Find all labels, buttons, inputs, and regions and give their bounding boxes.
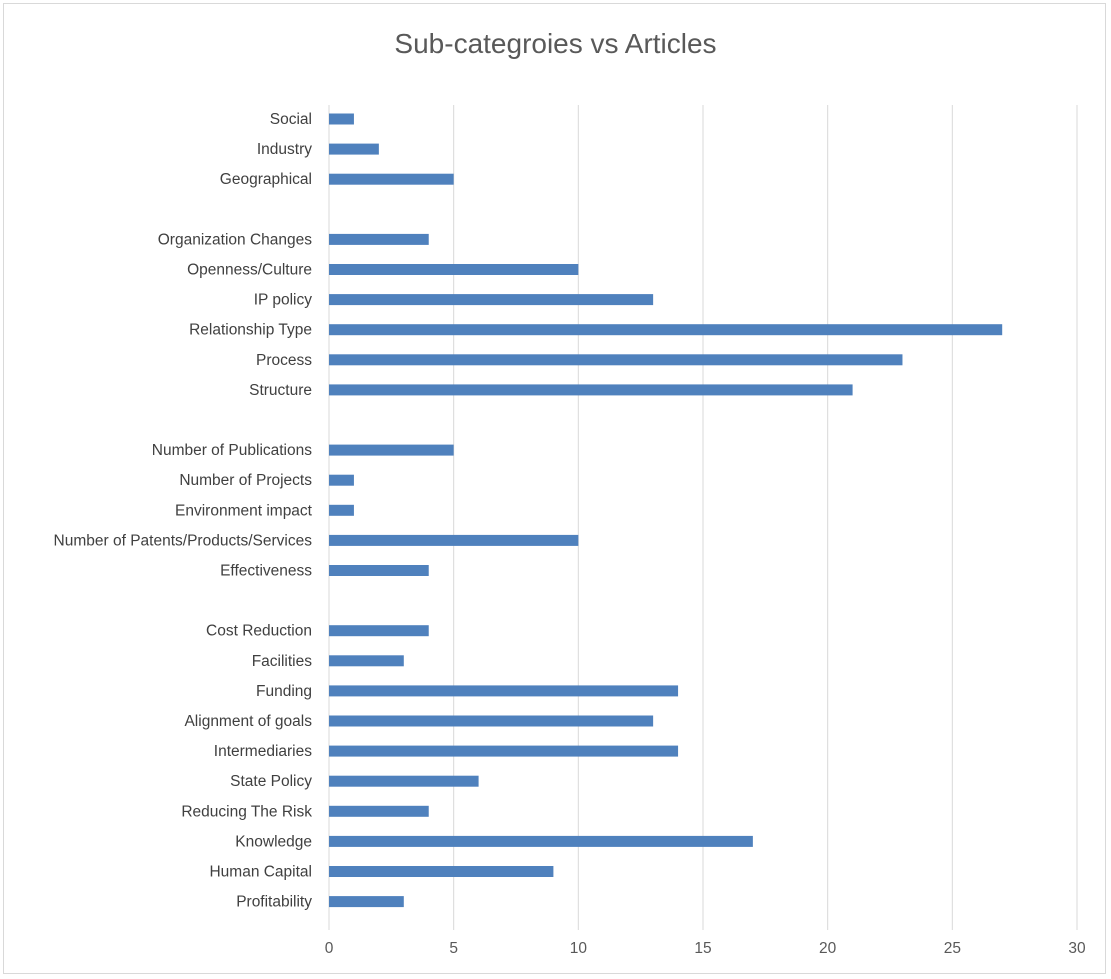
category-label: State Policy bbox=[230, 773, 312, 790]
category-label: Process bbox=[256, 352, 312, 369]
category-label: Number of Patents/Products/Services bbox=[54, 532, 313, 549]
bars bbox=[329, 113, 1003, 908]
category-label: Organization Changes bbox=[158, 231, 312, 248]
category-label: Environment impact bbox=[175, 502, 313, 519]
x-tick-label: 20 bbox=[819, 940, 837, 957]
category-label: Effectiveness bbox=[220, 563, 312, 580]
bar bbox=[329, 294, 654, 306]
category-label: Industry bbox=[257, 141, 312, 158]
category-label: Social bbox=[270, 111, 312, 128]
category-label: Relationship Type bbox=[189, 322, 312, 339]
bar bbox=[329, 113, 354, 125]
x-tick-label: 15 bbox=[694, 940, 711, 957]
x-axis-tick-labels: 0 5 10 15 20 25 30 bbox=[325, 940, 1086, 957]
category-label: Alignment of goals bbox=[184, 713, 312, 730]
bar bbox=[329, 264, 579, 275]
category-label: Reducing The Risk bbox=[181, 803, 312, 820]
x-tick-label: 0 bbox=[325, 940, 334, 957]
x-tick-label: 10 bbox=[570, 940, 588, 957]
category-label: Structure bbox=[249, 382, 312, 399]
bar bbox=[329, 143, 379, 155]
bar bbox=[329, 565, 429, 576]
bar bbox=[329, 444, 454, 456]
category-label: Profitability bbox=[236, 894, 312, 911]
bar bbox=[329, 655, 404, 667]
bar bbox=[329, 625, 429, 637]
bar bbox=[329, 474, 354, 486]
category-label: IP policy bbox=[254, 292, 313, 309]
category-label: Human Capital bbox=[209, 864, 312, 881]
x-tick-label: 30 bbox=[1068, 940, 1086, 957]
category-label: Cost Reduction bbox=[206, 623, 312, 640]
bar bbox=[329, 745, 679, 757]
category-label: Knowledge bbox=[235, 833, 312, 850]
bar bbox=[329, 173, 454, 185]
category-label: Facilities bbox=[252, 653, 313, 670]
bar bbox=[329, 866, 554, 877]
bar bbox=[329, 354, 903, 366]
bar bbox=[329, 534, 579, 546]
x-tick-label: 5 bbox=[449, 940, 458, 957]
category-label: Number of Projects bbox=[179, 472, 312, 489]
bar bbox=[329, 896, 404, 908]
bar bbox=[329, 384, 853, 396]
bar bbox=[329, 685, 679, 697]
bar bbox=[329, 775, 479, 787]
x-tick-label: 25 bbox=[944, 940, 961, 957]
gridlines bbox=[328, 105, 1078, 930]
bar bbox=[329, 805, 429, 817]
category-label: Funding bbox=[256, 683, 312, 700]
bar bbox=[329, 835, 753, 847]
chart-area bbox=[3, 3, 1106, 974]
bar bbox=[329, 233, 429, 245]
bar bbox=[329, 715, 654, 727]
category-label: Openness/Culture bbox=[187, 262, 312, 279]
category-label: Number of Publications bbox=[152, 442, 312, 459]
category-label: Intermediaries bbox=[214, 743, 312, 760]
bar bbox=[329, 504, 354, 516]
category-labels: Social Industry Geographical Organization C… bbox=[54, 111, 313, 911]
chart-title: Sub-categroies vs Articles bbox=[394, 28, 717, 59]
bar bbox=[329, 324, 1003, 336]
category-label: Geographical bbox=[220, 171, 312, 188]
